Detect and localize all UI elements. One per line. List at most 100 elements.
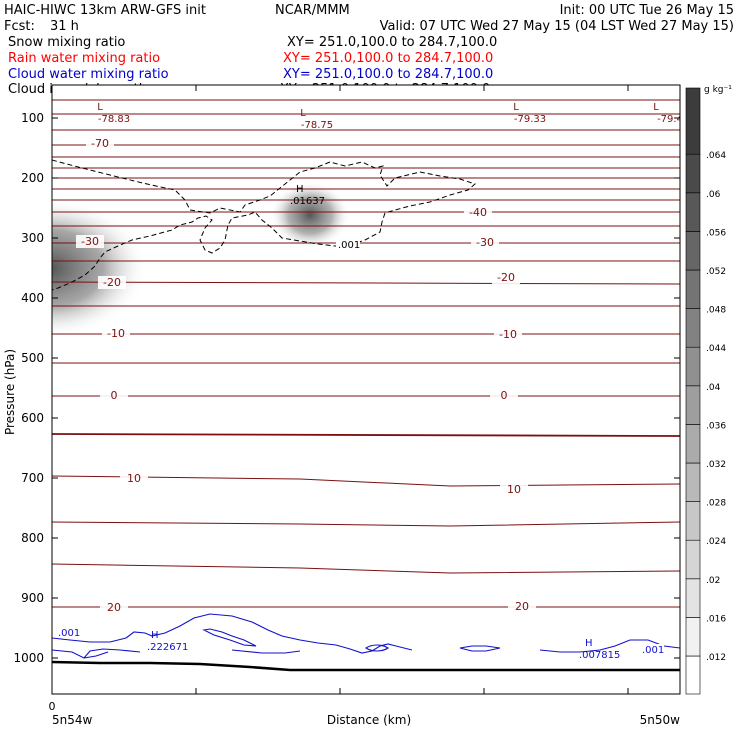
colorbar-bin bbox=[685, 617, 701, 657]
colorbar-bin bbox=[685, 231, 701, 271]
y-tick-label: 100 bbox=[21, 111, 44, 125]
temperature-label: -20 bbox=[497, 271, 515, 284]
header-valid: Valid: 07 UTC Wed 27 May 15 (04 LST Wed … bbox=[380, 19, 734, 34]
y-tick-label: 900 bbox=[21, 591, 44, 605]
temperature-min-value: -79.4 bbox=[657, 114, 683, 125]
colorbar-tick-label: .064 bbox=[706, 151, 726, 161]
temperature-min-mark: L bbox=[513, 102, 519, 113]
colorbar-bin bbox=[685, 655, 701, 695]
colorbar-bin bbox=[685, 346, 701, 387]
cloud-water-labels: .001 H.222671 H.007815.001 bbox=[56, 627, 664, 661]
temperature-contour-line bbox=[52, 521, 680, 527]
header-fcst-value: 31 h bbox=[50, 19, 79, 34]
cloud-ice-contour bbox=[52, 159, 476, 291]
x-start-label: 5n54w bbox=[52, 713, 93, 727]
field-cloudwater-xy: XY= 251.0,100.0 to 284.7,100.0 bbox=[283, 67, 493, 82]
temperature-label: -10 bbox=[499, 328, 517, 341]
temperature-contour-line bbox=[52, 563, 680, 574]
colorbar-tick-label: .04 bbox=[706, 383, 721, 393]
colorbar-bin bbox=[685, 385, 701, 425]
colorbar-bin bbox=[685, 424, 701, 464]
temperature-label: 10 bbox=[507, 483, 521, 496]
cloud-water-max-mark: H bbox=[585, 638, 593, 649]
colorbar-tick-label: .024 bbox=[706, 537, 726, 547]
temperature-label: 10 bbox=[127, 472, 141, 485]
plot-frame bbox=[51, 84, 681, 695]
temperature-label: -30 bbox=[81, 235, 99, 248]
colorbar-unit: g kg⁻¹ bbox=[704, 85, 732, 95]
header-fcst-label: Fcst: bbox=[4, 19, 35, 34]
temperature-label: 0 bbox=[111, 389, 118, 402]
header-title: HAIC-HIWC 13km ARW-GFS init bbox=[4, 3, 206, 18]
temperature-label: 20 bbox=[515, 600, 529, 613]
temperature-label: -30 bbox=[476, 236, 494, 249]
temperature-min-mark: L bbox=[653, 102, 659, 113]
colorbar-tick-label: .032 bbox=[706, 460, 726, 470]
colorbar-bin bbox=[685, 153, 701, 194]
colorbar-bin bbox=[685, 87, 701, 155]
temperature-contour-line bbox=[52, 475, 680, 487]
y-tick-label: 200 bbox=[21, 171, 44, 185]
y-tick-label: 300 bbox=[21, 231, 44, 245]
snow-shading-mid bbox=[270, 181, 350, 249]
x-axis-label: Distance (km) bbox=[327, 713, 411, 727]
cloud-ice-max-mark: H bbox=[296, 184, 304, 195]
y-tick-label: 1000 bbox=[13, 651, 44, 665]
temperature-min-value: -78.75 bbox=[301, 120, 333, 131]
temperature-label: -70 bbox=[91, 137, 109, 150]
temperature-label: -40 bbox=[469, 206, 487, 219]
colorbar: .012 .016 .02 .024 .028 .032 .036 .04 .044 .048 .0… bbox=[685, 87, 726, 695]
temperature-contour-line bbox=[52, 433, 680, 437]
temperature-label: 0 bbox=[501, 389, 508, 402]
colorbar-tick-label: .052 bbox=[706, 267, 726, 277]
x-end-label: 5n50w bbox=[640, 713, 681, 727]
colorbar-tick-label: .044 bbox=[706, 344, 726, 354]
colorbar-bin bbox=[685, 578, 701, 618]
colorbar-bin bbox=[685, 192, 701, 232]
field-snow-name: Snow mixing ratio bbox=[8, 35, 125, 50]
cloud-water-contour-label: .001 bbox=[642, 645, 664, 656]
temperature-label: -10 bbox=[107, 327, 125, 340]
temperature-contours bbox=[52, 99, 680, 608]
terrain-line bbox=[52, 660, 680, 672]
field-rain-xy: XY= 251.0,100.0 to 284.7,100.0 bbox=[283, 51, 493, 66]
cloud-water-contour-label: .001 bbox=[58, 628, 80, 639]
cloud-ice-max-value: .01637 bbox=[290, 196, 325, 207]
cloud-ice-labels: H.01637 .001 bbox=[290, 184, 360, 251]
colorbar-tick-label: .036 bbox=[706, 421, 726, 431]
y-tick-label: 400 bbox=[21, 291, 44, 305]
colorbar-bin bbox=[685, 308, 701, 348]
colorbar-tick-label: .028 bbox=[706, 499, 726, 509]
colorbar-bin bbox=[685, 539, 701, 580]
temperature-min-mark: L bbox=[97, 102, 103, 113]
y-tick-label: 600 bbox=[21, 411, 44, 425]
cloud-ice-contour-label: .001 bbox=[338, 240, 360, 251]
y-tick-label: 800 bbox=[21, 531, 44, 545]
y-tick-label: 700 bbox=[21, 471, 44, 485]
colorbar-bin bbox=[685, 462, 701, 502]
y-tick-label: 500 bbox=[21, 351, 44, 365]
temperature-label: 20 bbox=[107, 601, 121, 614]
cloud-water-max-value: .222671 bbox=[147, 642, 188, 653]
temperature-min-value: -79.33 bbox=[514, 114, 546, 125]
x-axis: 0 bbox=[49, 85, 629, 713]
temperature-min-mark: L bbox=[300, 108, 306, 119]
field-snow-xy: XY= 251.0,100.0 to 284.7,100.0 bbox=[287, 35, 497, 50]
colorbar-bin bbox=[685, 501, 701, 541]
temperature-contour-line bbox=[52, 281, 680, 285]
field-cloudwater-name: Cloud water mixing ratio bbox=[8, 67, 169, 82]
temperature-min-value: -78.83 bbox=[98, 114, 130, 125]
temperature-label: -20 bbox=[103, 276, 121, 289]
colorbar-tick-label: .012 bbox=[706, 653, 726, 663]
snow-shading-left bbox=[52, 198, 148, 338]
colorbar-tick-label: .048 bbox=[706, 306, 726, 316]
colorbar-tick-label: .056 bbox=[706, 228, 726, 238]
x-tick-label: 0 bbox=[49, 700, 56, 713]
colorbar-bin bbox=[685, 269, 701, 309]
colorbar-tick-label: .02 bbox=[706, 576, 720, 586]
header-init: Init: 00 UTC Tue 26 May 15 bbox=[560, 3, 734, 18]
